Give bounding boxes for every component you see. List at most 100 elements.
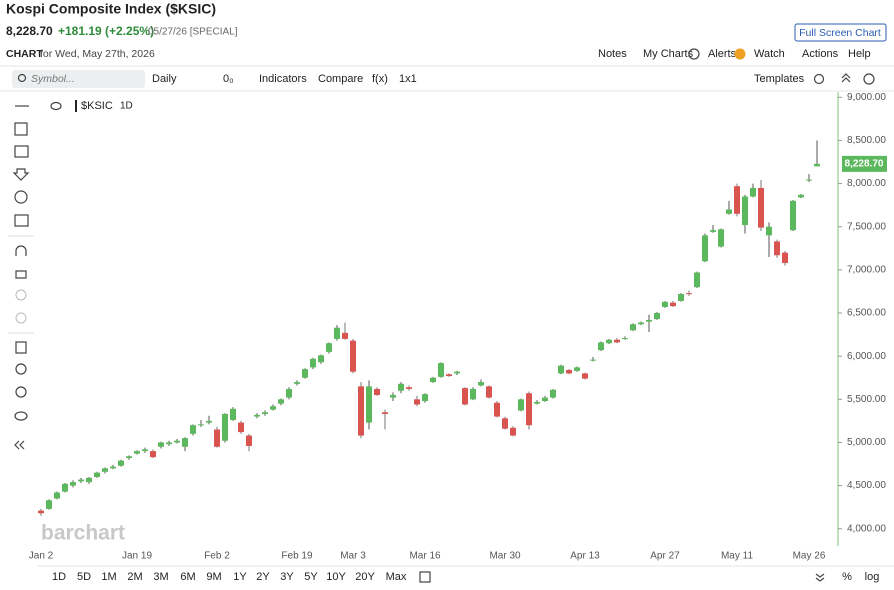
range-button[interactable]: 1M [101,571,116,583]
candle-body [806,179,812,181]
toolbar-item[interactable]: Daily [152,73,177,85]
range-button[interactable]: 5Y [304,571,318,583]
candle-body [78,479,84,482]
scale-button[interactable]: % [842,571,852,583]
redo-icon[interactable] [15,312,27,324]
toolbar-item[interactable]: f(x) [372,73,388,85]
y-tick-label: 5,000.00 [847,437,886,448]
candle-body [574,367,580,371]
full-screen-label[interactable]: Full Screen Chart [799,27,881,39]
candle-body [142,449,148,452]
candle-body [374,388,380,395]
range-button[interactable]: 10Y [326,571,346,583]
search-icon [17,73,27,83]
chart-date: for Wed, May 27th, 2026 [40,48,155,60]
range-button[interactable]: 6M [180,571,195,583]
x-tick-label: Mar 16 [409,551,441,562]
eye-icon[interactable] [50,101,62,111]
nav-link[interactable]: Actions [802,48,839,60]
last-price-label: 8,228.70 [845,159,884,170]
toolbar-item[interactable]: Compare [318,73,363,85]
candle-body [246,435,252,446]
candle-body [678,294,684,301]
candle-body [190,425,196,434]
tool-icon[interactable] [14,122,28,136]
range-button[interactable]: 1D [52,571,66,583]
range-button[interactable]: Max [386,571,407,583]
candle-body [70,482,76,486]
theme-icon[interactable] [863,73,875,85]
tool-icon[interactable] [14,190,28,204]
undo-icon[interactable] [15,289,27,301]
magnet-icon[interactable] [15,245,27,256]
range-button[interactable]: 3Y [280,571,294,583]
range-button[interactable]: 2M [127,571,142,583]
candle-body [430,377,436,383]
candle-body [566,369,572,374]
y-tick-label: 5,500.00 [847,394,886,405]
nav-link[interactable]: Help [848,48,871,60]
lock-icon[interactable] [15,270,27,279]
candle-body [390,395,396,398]
x-tick-label: Apr 27 [650,551,680,562]
expand-icon[interactable] [815,573,825,582]
range-button[interactable]: 1Y [233,571,247,583]
candle-body [798,194,804,198]
tool-icon[interactable] [12,168,30,181]
tool-icon[interactable] [14,214,29,227]
toolbar-item[interactable]: 1x1 [399,73,417,85]
candle-body [174,440,180,443]
calendar-icon[interactable] [419,571,431,583]
range-button[interactable]: 9M [206,571,221,583]
candle-body [230,408,236,421]
full-screen-button[interactable] [794,23,887,42]
toolbar-item[interactable]: Indicators [259,73,307,85]
candle-body [750,187,756,197]
zoom-out-icon[interactable] [15,386,27,398]
collapse-icon[interactable] [841,73,851,83]
candle-body [350,340,356,372]
nav-link[interactable]: Alerts [708,48,737,60]
candle-body [694,272,700,288]
scale-button[interactable]: log [865,571,880,583]
y-tick-label: 9,000.00 [847,92,886,103]
templates[interactable]: Templates [754,73,805,85]
trash-icon[interactable] [15,341,27,354]
settings-icon[interactable] [813,73,825,85]
candle-body [478,382,484,386]
alert-icon [734,48,746,60]
x-tick-label: Mar 30 [489,551,521,562]
candle-body [438,363,444,377]
x-tick-label: May 11 [721,551,753,562]
candle-body [318,355,324,363]
nav-link[interactable]: My Charts [643,48,694,60]
range-button[interactable]: 2Y [256,571,270,583]
candle-body [134,451,140,454]
range-button[interactable]: 20Y [355,571,375,583]
range-button[interactable]: 5D [77,571,91,583]
candle-body [550,389,556,398]
x-tick-label: Jan 19 [122,551,152,562]
tool-icon[interactable] [14,145,29,158]
candle-body [814,163,820,167]
x-tick-label: May 26 [793,551,826,562]
symbol-placeholder[interactable]: Symbol... [31,73,75,85]
zoom-in-icon[interactable] [15,363,27,375]
nav-link[interactable]: Notes [598,48,627,60]
collapse-icon[interactable] [14,440,25,450]
x-tick-label: Apr 13 [570,551,600,562]
candle-body [646,319,652,322]
toolbar-item[interactable]: 0₀ [223,73,234,85]
eye-icon[interactable] [14,411,28,421]
candle-body [334,327,340,339]
nav-link[interactable]: Watch [754,48,785,60]
symbol-search[interactable] [12,70,145,88]
y-tick-label: 4,000.00 [847,523,886,534]
candle-body [630,324,636,331]
candle-body [62,483,68,492]
y-tick-label: 8,000.00 [847,178,886,189]
candle-body [150,451,156,458]
legend-swatch [75,100,77,112]
range-button[interactable]: 3M [153,571,168,583]
candle-body [638,322,644,325]
